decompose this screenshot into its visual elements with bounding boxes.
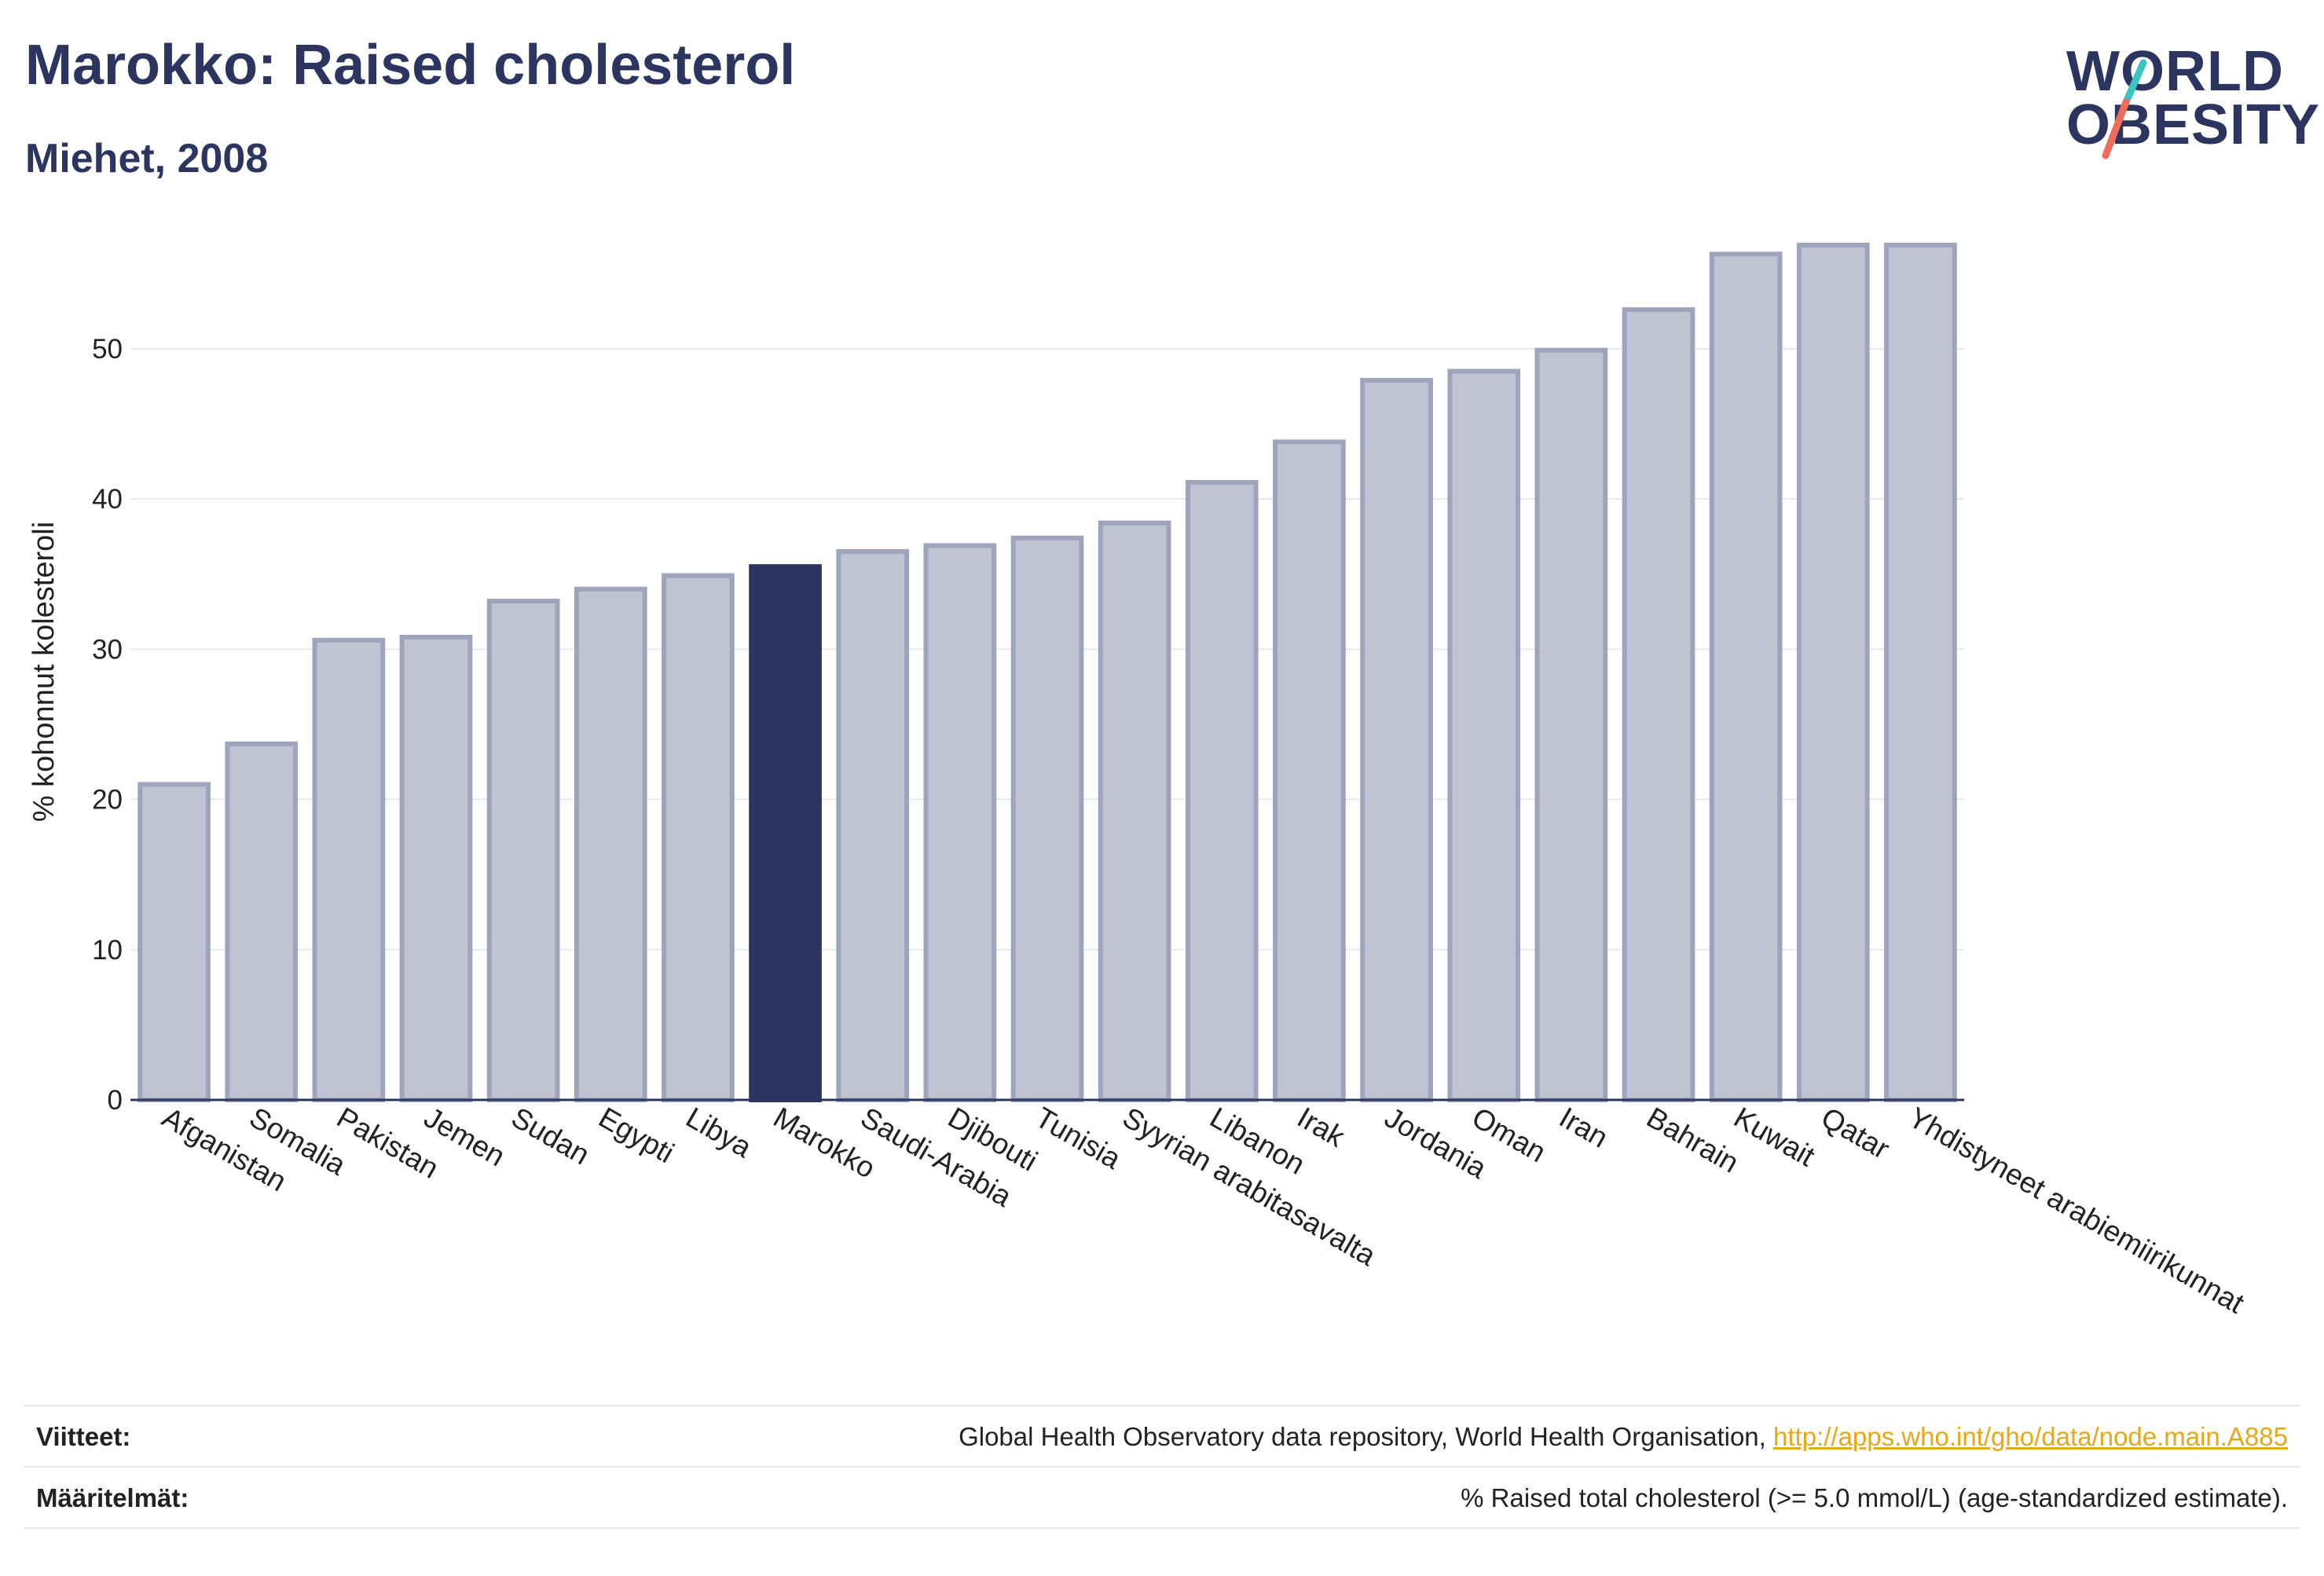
chart-subtitle: Miehet, 2008 <box>25 136 269 181</box>
references-value: Global Health Observatory data repositor… <box>959 1422 2288 1452</box>
x-tick-label: Yhdistyneet arabiemiirikunnat <box>1903 1101 2249 1320</box>
x-tick-label: Tunisia <box>1030 1101 1127 1175</box>
x-tick-label: Libya <box>680 1101 757 1164</box>
bar-saudi-arabia <box>836 549 910 1102</box>
bar-marokko <box>749 564 822 1102</box>
bar-kuwait <box>1709 251 1783 1102</box>
bar-sudan <box>486 599 560 1102</box>
bar-pakistan <box>312 637 386 1102</box>
x-tick-label: Kuwait <box>1728 1101 1820 1172</box>
x-tick-label: Egypti <box>593 1101 680 1169</box>
y-tick-label: 0 <box>108 1085 123 1116</box>
bar-qatar <box>1796 242 1870 1103</box>
bar-djibouti <box>923 543 997 1102</box>
references-text: Global Health Observatory data repositor… <box>959 1422 1774 1451</box>
references-row: Viitteet: Global Health Observatory data… <box>24 1405 2300 1466</box>
x-tick-label: Iran <box>1554 1101 1614 1153</box>
bar-egypti <box>574 586 647 1102</box>
y-tick-label: 20 <box>92 785 123 815</box>
bar-irak <box>1273 439 1346 1102</box>
x-tick-label: Bahrain <box>1641 1101 1744 1178</box>
logo-word-world: WORLD <box>2066 40 2284 103</box>
y-axis-label: % kohonnut kolesteroli <box>27 522 60 822</box>
x-tick-label: Irak <box>1292 1101 1350 1153</box>
bar-syyrian-arabitasavalta <box>1098 520 1171 1102</box>
y-tick-label: 10 <box>92 935 123 966</box>
x-tick-label: Sudan <box>506 1101 595 1171</box>
definitions-row: Määritelmät: % Raised total cholesterol … <box>24 1466 2300 1529</box>
definitions-label: Määritelmät: <box>36 1483 189 1512</box>
chart-title: Marokko: Raised cholesterol <box>25 34 796 97</box>
bar-bahrain <box>1622 307 1695 1102</box>
y-tick-label: 50 <box>92 334 123 365</box>
y-tick-label: 40 <box>92 484 123 515</box>
definitions-value: % Raised total cholesterol (>= 5.0 mmol/… <box>1461 1483 2288 1512</box>
bar-libanon <box>1185 480 1259 1102</box>
bar-jemen <box>399 635 473 1102</box>
bar-oman <box>1447 368 1521 1102</box>
bar-afganistan <box>137 782 211 1103</box>
bar-yhdistyneet-arabiemiirikunnat <box>1884 242 1957 1103</box>
references-label: Viitteet: <box>36 1422 131 1451</box>
bar-libya <box>662 573 735 1102</box>
bar-jordania <box>1360 378 1433 1103</box>
bar-iran <box>1534 347 1608 1103</box>
bar-somalia <box>225 741 299 1103</box>
x-tick-label: Qatar <box>1816 1101 1895 1165</box>
logo-slash-icon <box>2102 59 2147 159</box>
references-link[interactable]: http://apps.who.int/gho/data/node.main.A… <box>1773 1422 2288 1451</box>
y-tick-label: 30 <box>92 634 123 665</box>
world-obesity-logo[interactable]: WORLD OBESITY <box>2051 39 2319 165</box>
bar-tunisia <box>1010 535 1084 1102</box>
